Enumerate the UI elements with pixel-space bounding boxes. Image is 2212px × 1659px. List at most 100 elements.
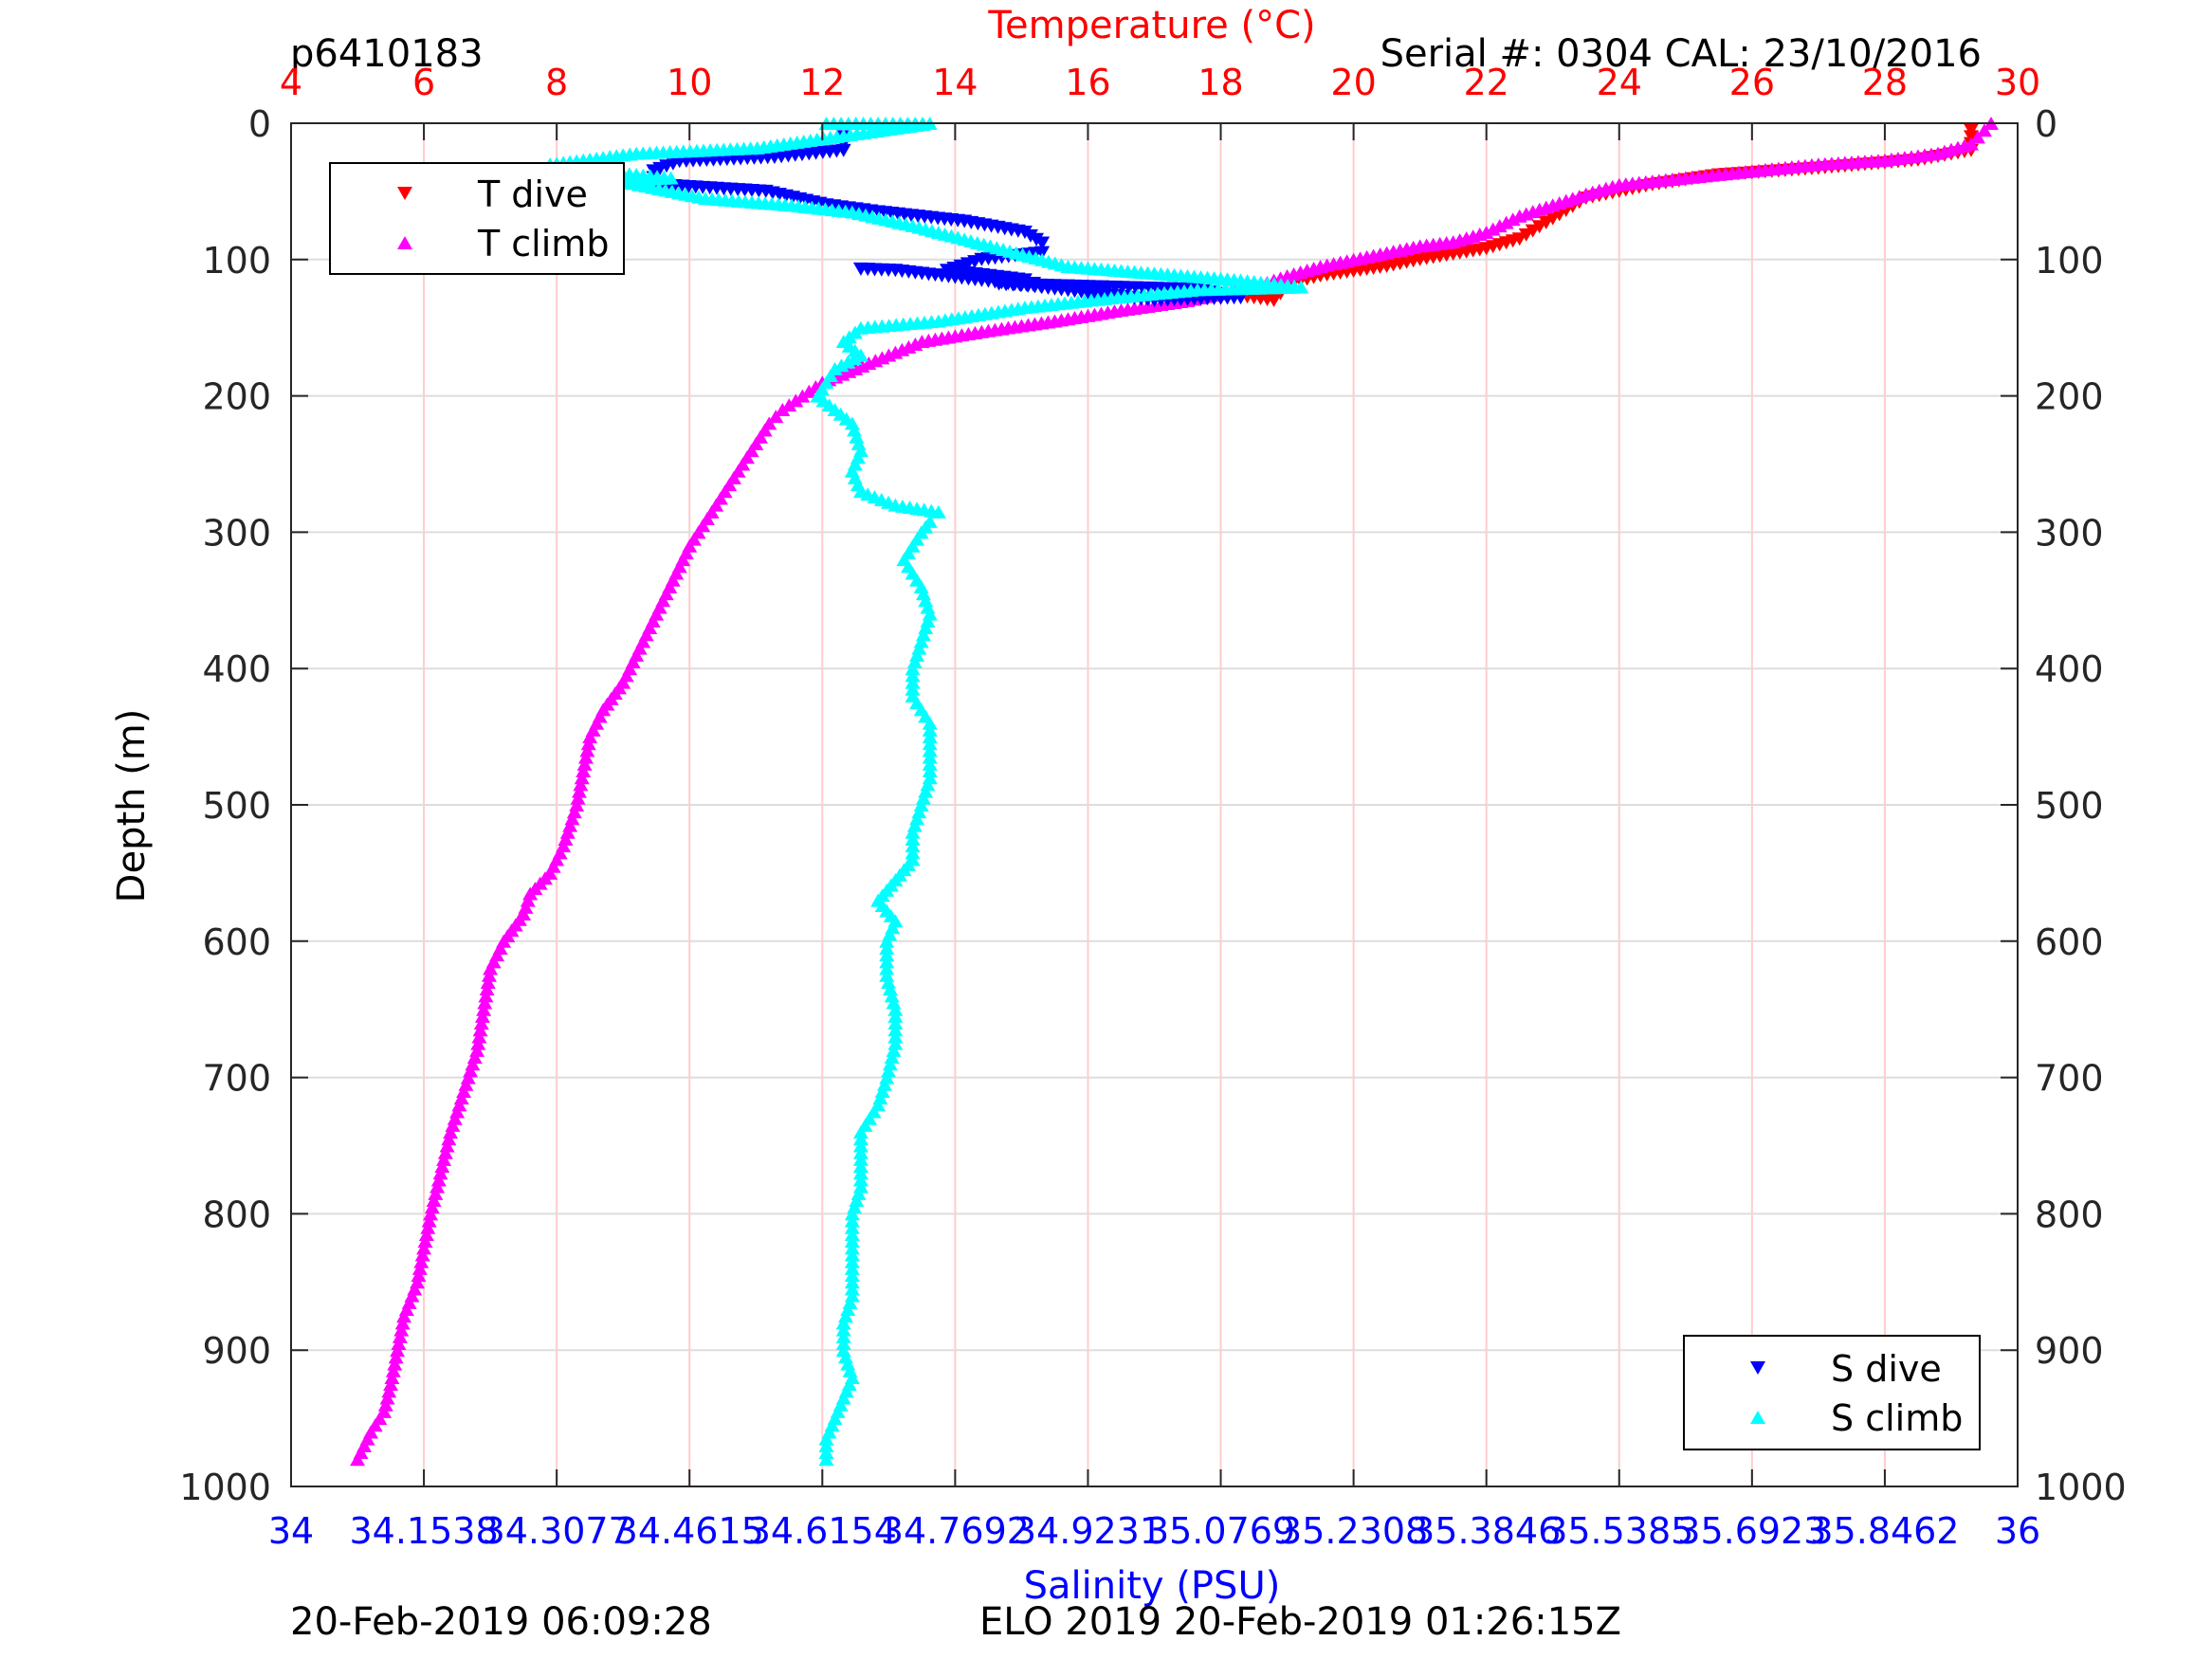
t-climb-marker <box>394 1316 411 1330</box>
s-climb-marker <box>884 1050 900 1065</box>
salinity-tick-label: 34.9231 <box>1014 1510 1162 1552</box>
t-climb-marker <box>579 743 595 757</box>
legend-temperature: T dive T climb <box>329 162 625 275</box>
s-climb-marker <box>835 1322 851 1337</box>
t-climb-marker <box>775 402 791 416</box>
t-climb-marker <box>481 968 497 982</box>
t-climb-marker <box>570 791 586 805</box>
salinity-tick-label: 35.8462 <box>1810 1510 1959 1552</box>
t-dive-marker <box>1963 130 1979 144</box>
t-climb-marker <box>391 1337 407 1351</box>
t-climb-marker <box>1976 123 1992 137</box>
t-climb-marker <box>396 1309 412 1323</box>
t-climb-marker <box>413 1254 430 1268</box>
depth-tick-label-left: 100 <box>202 240 271 282</box>
temperature-tick-label: 18 <box>1197 62 1243 103</box>
temperature-tick-label: 20 <box>1330 62 1376 103</box>
s-climb-marker <box>844 1268 860 1283</box>
depth-tick-label-right: 500 <box>2035 785 2104 827</box>
s-climb-marker <box>844 1275 860 1289</box>
t-climb-marker <box>383 1377 399 1392</box>
salinity-tick-label: 34.4615 <box>615 1510 764 1552</box>
s-climb-marker <box>852 1139 868 1153</box>
s-climb-marker <box>922 722 938 737</box>
salinity-tick-label: 36 <box>1995 1510 2040 1552</box>
depth-tick-label-right: 100 <box>2035 240 2104 282</box>
s-climb-marker <box>844 1213 860 1228</box>
t-climb-marker <box>423 1207 439 1221</box>
t-climb-marker <box>416 1241 432 1255</box>
t-climb-marker <box>426 1194 442 1208</box>
s-climb-marker <box>879 948 895 962</box>
t-climb-marker <box>573 777 589 792</box>
t-climb-marker <box>473 1016 489 1030</box>
t-climb-marker <box>417 1234 433 1249</box>
s-climb-marker <box>852 1159 868 1174</box>
salinity-tick-label: 34.7692 <box>881 1510 1030 1552</box>
salinity-axis-label: Salinity (PSU) <box>1024 1564 1281 1608</box>
s-climb-marker <box>844 1261 860 1275</box>
t-dive-marker <box>1538 215 1554 229</box>
legend-s-climb-marker <box>1750 1411 1765 1424</box>
temperature-tick-label: 14 <box>932 62 978 103</box>
t-climb-marker <box>393 1322 410 1337</box>
t-climb-marker <box>430 1173 447 1187</box>
s-climb-marker <box>905 825 921 839</box>
s-climb-marker <box>844 1248 860 1262</box>
s-climb-marker <box>886 995 902 1010</box>
s-climb-marker <box>852 1145 868 1159</box>
temperature-tick-label: 6 <box>412 62 435 103</box>
s-climb-marker <box>881 1064 897 1078</box>
serial-cal-label: Serial #: 0304 CAL: 23/10/2016 <box>1380 32 1982 76</box>
s-climb-marker <box>922 730 938 744</box>
t-climb-marker <box>577 750 594 764</box>
s-climb-marker <box>879 955 895 969</box>
t-climb-marker <box>434 1159 450 1174</box>
t-climb-marker <box>392 1329 408 1343</box>
t-climb-marker <box>1969 130 1985 144</box>
s-climb-marker <box>881 975 897 989</box>
s-climb-marker <box>922 750 938 764</box>
salinity-tick-label: 34 <box>268 1510 314 1552</box>
salinity-tick-label: 35.6923 <box>1677 1510 1826 1552</box>
s-climb-marker <box>882 1057 898 1071</box>
t-climb-marker <box>576 757 593 771</box>
s-climb-marker <box>882 982 898 996</box>
s-climb-marker <box>844 1241 860 1255</box>
legend-s-dive-marker <box>1750 1361 1765 1375</box>
depth-tick-label-left: 700 <box>202 1058 271 1100</box>
t-climb-marker <box>428 1186 444 1200</box>
s-climb-marker <box>852 1132 868 1146</box>
s-climb-marker <box>922 757 938 771</box>
s-climb-marker <box>922 743 938 757</box>
data-markers <box>350 117 1999 1467</box>
t-climb-marker <box>582 730 598 744</box>
s-dive-marker <box>646 164 662 178</box>
salinity-tick-label: 34.3077 <box>483 1510 631 1552</box>
depth-tick-label-right: 900 <box>2035 1330 2104 1372</box>
s-climb-marker <box>887 1030 904 1044</box>
legend-t-climb-label: T climb <box>477 223 609 264</box>
s-climb-marker <box>852 1125 868 1139</box>
t-climb-marker <box>411 1261 428 1275</box>
t-climb-marker <box>478 989 494 1003</box>
depth-tick-label-right: 600 <box>2035 921 2104 963</box>
s-climb-marker <box>887 1002 904 1016</box>
s-climb-marker <box>852 1152 868 1166</box>
temperature-tick-label: 28 <box>1862 62 1908 103</box>
temperature-tick-label: 22 <box>1464 62 1509 103</box>
t-climb-marker <box>411 1268 427 1283</box>
s-climb-marker <box>887 1016 904 1030</box>
t-climb-marker <box>414 1248 430 1262</box>
s-climb-marker <box>844 1234 860 1249</box>
depth-tick-label-left: 900 <box>202 1330 271 1372</box>
s-climb-marker <box>844 1282 860 1296</box>
salinity-tick-label: 35.3846 <box>1412 1510 1561 1552</box>
s-climb-marker <box>818 1431 834 1446</box>
s-climb-marker <box>886 1043 902 1057</box>
t-climb-marker <box>387 1357 403 1371</box>
t-climb-marker <box>439 1139 455 1153</box>
s-climb-marker <box>905 675 921 689</box>
temperature-axis-label: Temperature (°C) <box>987 4 1315 47</box>
